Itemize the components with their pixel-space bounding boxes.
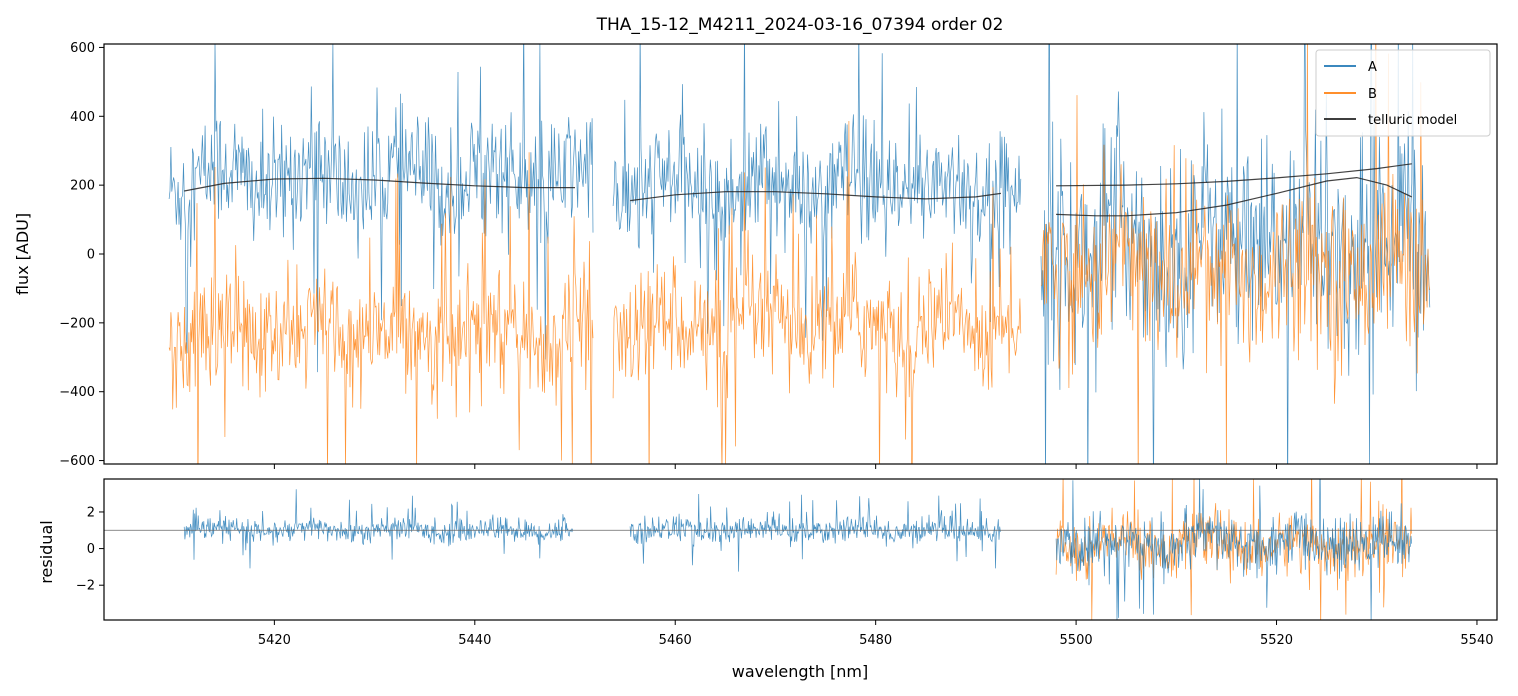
residual-panel-frame	[103, 478, 1498, 621]
series-a-segment-1	[168, 44, 594, 373]
legend-box	[1315, 49, 1491, 137]
flux-ytick-label: −200	[59, 316, 95, 331]
wavelength-axis-label: wavelength [nm]	[732, 662, 869, 681]
wavelength-xtick-label: 5520	[1260, 633, 1293, 648]
residual-a-segment-3	[1055, 479, 1413, 620]
legend-label-telluric: telluric model	[1368, 113, 1457, 128]
legend-label-b: B	[1368, 87, 1377, 102]
wavelength-xtick-label: 5500	[1060, 633, 1093, 648]
chart-title: THA_15-12_M4211_2024-03-16_07394 order 0…	[596, 15, 1004, 35]
telluric-model-curve-1	[184, 177, 575, 192]
wavelength-xtick-label: 5420	[258, 633, 291, 648]
flux-panel: 600 400 200 0 −200 −400 −600 flux [ADU] A B te…	[13, 41, 1498, 469]
flux-ytick-label: 600	[70, 41, 95, 56]
flux-ytick-label: 400	[70, 110, 95, 125]
residual-axis-label: residual	[37, 520, 56, 583]
series-b-segment-2	[612, 120, 1022, 464]
residual-ytick-label: 0	[87, 542, 95, 557]
wavelength-xtick-label: 5440	[458, 633, 491, 648]
telluric-model-curve-4	[1056, 176, 1413, 217]
wavelength-xtick-label: 5460	[659, 633, 692, 648]
wavelength-xtick-label: 5480	[859, 633, 892, 648]
legend-label-a: A	[1368, 60, 1377, 75]
residual-panel: 2 0 −2 5420 5440 5460 5480 5500 5520 5540 residu…	[37, 478, 1498, 681]
residual-ytick-label: 2	[87, 505, 95, 520]
series-a-segment-2	[612, 44, 1022, 341]
series-b-segment-3	[1040, 44, 1431, 464]
residual-a-segment-1	[183, 489, 574, 569]
wavelength-xtick-label: 5540	[1460, 633, 1493, 648]
flux-ytick-label: −600	[59, 454, 95, 469]
residual-a-segment-2	[629, 493, 1001, 572]
telluric-model-curve-3	[1056, 163, 1412, 187]
series-b-segment-1	[168, 152, 594, 464]
residual-ytick-label: −2	[76, 579, 95, 594]
residual-b-segment-3	[1055, 479, 1413, 620]
telluric-model-curve-2	[630, 191, 1001, 202]
flux-axis-label: flux [ADU]	[13, 213, 32, 295]
legend: A B telluric model	[1315, 49, 1491, 137]
flux-ytick-label: −400	[59, 385, 95, 400]
flux-ytick-label: 0	[87, 248, 95, 263]
flux-ytick-label: 200	[70, 179, 95, 194]
